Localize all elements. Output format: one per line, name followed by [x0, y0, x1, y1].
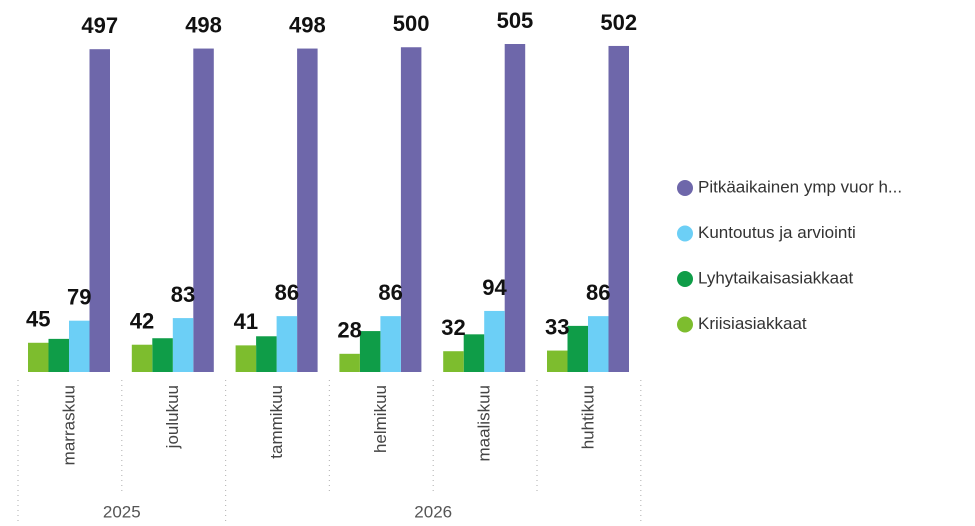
data-label: 45 — [26, 307, 50, 332]
bar — [567, 325, 588, 372]
year-label: 2026 — [414, 502, 452, 521]
data-label: 83 — [171, 282, 195, 307]
x-tick-label: tammikuu — [267, 385, 286, 459]
data-label: 86 — [586, 280, 610, 305]
bar — [504, 44, 526, 372]
data-label: 32 — [441, 315, 465, 340]
bar — [131, 344, 153, 372]
legend-marker — [677, 180, 693, 196]
bar — [380, 316, 401, 372]
bar — [69, 320, 90, 372]
data-label: 498 — [289, 12, 326, 37]
bar — [172, 318, 194, 372]
data-label: 94 — [482, 275, 507, 300]
x-tick-label: joulukuu — [163, 385, 182, 449]
bar — [608, 45, 629, 372]
bar — [400, 47, 422, 372]
bar — [193, 48, 214, 372]
bar — [339, 353, 360, 372]
data-label: 33 — [545, 314, 569, 339]
bar — [359, 331, 381, 372]
legend-label: Kuntoutus ja arviointi — [698, 223, 856, 242]
bar — [484, 310, 505, 372]
x-tick-label: huhtikuu — [578, 385, 597, 449]
data-label: 41 — [234, 309, 258, 334]
legend-label: Lyhytaikaisasiakkaat — [698, 268, 854, 287]
data-label: 42 — [130, 309, 154, 334]
bar — [443, 351, 464, 372]
data-label: 497 — [81, 13, 118, 38]
bar — [48, 338, 69, 372]
x-tick-label: maaliskuu — [475, 385, 494, 462]
bar — [297, 48, 318, 372]
bar — [235, 345, 257, 372]
bar — [588, 316, 609, 372]
legend-label: Pitkäaikainen ymp vuor h... — [698, 177, 902, 196]
bar — [256, 336, 277, 372]
bar — [28, 342, 49, 372]
data-label: 505 — [497, 8, 534, 33]
data-label: 86 — [275, 280, 299, 305]
data-label: 500 — [393, 11, 430, 36]
legend-marker — [677, 225, 693, 242]
bar — [463, 334, 485, 372]
data-label: 28 — [337, 318, 361, 343]
bar — [152, 338, 173, 372]
bar — [276, 316, 298, 372]
legend-marker — [677, 316, 693, 333]
legend-label: Kriisiasiakkaat — [698, 314, 807, 333]
data-label: 502 — [600, 10, 637, 35]
data-label: 86 — [378, 280, 402, 305]
x-tick-label: marraskuu — [59, 385, 78, 465]
x-tick-label: helmikuu — [371, 385, 390, 453]
bar — [89, 49, 110, 372]
data-label: 498 — [185, 12, 222, 37]
legend-marker — [677, 271, 693, 287]
bar — [547, 350, 568, 372]
data-label: 79 — [67, 285, 91, 310]
year-label: 2025 — [103, 502, 141, 521]
